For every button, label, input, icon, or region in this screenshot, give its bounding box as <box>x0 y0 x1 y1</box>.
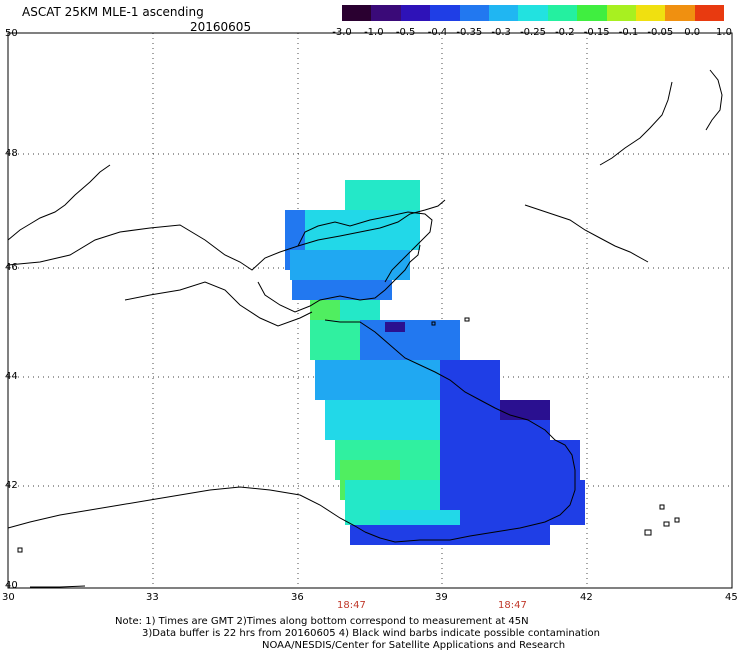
legend-swatch <box>342 5 372 21</box>
coast-east-1 <box>599 81 673 166</box>
lat-label-40: 40 <box>5 580 18 591</box>
legend-swatch <box>430 5 460 21</box>
lon-label-33: 33 <box>146 592 159 603</box>
swath-cell <box>325 400 455 440</box>
lat-label-42: 42 <box>5 480 18 491</box>
lon-label-42: 42 <box>580 592 593 603</box>
footnote-line-3: NOAA/NESDIS/Center for Satellite Applica… <box>262 640 566 651</box>
swath-cell <box>290 250 410 280</box>
footnote-line-2: 3)Data buffer is 22 hrs from 20160605 4)… <box>142 628 600 639</box>
swath-cell <box>385 322 405 332</box>
legend-swatch <box>400 5 431 21</box>
coast-crimea <box>257 244 421 313</box>
lon-label-39: 39 <box>435 592 448 603</box>
legend-swatch <box>547 5 578 21</box>
legend-swatch <box>606 5 636 21</box>
lat-label-50: 50 <box>5 28 18 39</box>
coastline <box>7 69 723 588</box>
coast-azov <box>297 211 433 283</box>
color-legend-bar <box>342 5 725 21</box>
wind-data-swath <box>285 180 585 545</box>
legend-swatch <box>371 5 401 21</box>
swath-cell <box>340 300 380 320</box>
map-date: 20160605 <box>190 20 252 34</box>
map-frame <box>7 32 733 589</box>
legend-swatch <box>518 5 548 21</box>
lon-label-30: 30 <box>2 592 15 603</box>
swath-cell <box>440 480 585 525</box>
pass-time-2: 18:47 <box>498 600 527 611</box>
coast-crimea-south <box>124 281 313 327</box>
coast-north-black-sea <box>7 199 446 271</box>
lon-label-45: 45 <box>725 592 738 603</box>
legend-swatch <box>665 5 695 21</box>
lat-label-44: 44 <box>5 371 18 382</box>
swath-cell <box>345 180 420 210</box>
legend-swatch <box>635 5 666 21</box>
swath-cell <box>350 525 550 545</box>
footnote-line-1: Note: 1) Times are GMT 2)Times along bot… <box>115 616 529 627</box>
lon-label-36: 36 <box>291 592 304 603</box>
coast-west <box>7 164 111 241</box>
swath-cell <box>440 440 580 480</box>
lat-label-46: 46 <box>5 262 18 273</box>
coast-turkey <box>7 486 366 533</box>
lat-label-48: 48 <box>5 148 18 159</box>
coast-caspian <box>705 69 723 131</box>
swath-cell <box>292 280 392 300</box>
lat-lon-grid <box>8 33 732 588</box>
islands <box>17 317 680 553</box>
legend-swatch <box>577 5 607 21</box>
coast-caucasus <box>324 319 576 543</box>
map-title: ASCAT 25KM MLE-1 ascending <box>22 5 204 19</box>
legend-swatch <box>694 5 725 21</box>
coast-bottom <box>30 585 86 588</box>
swath-cell <box>360 320 460 360</box>
legend-swatch <box>459 5 489 21</box>
legend-swatch <box>488 5 519 21</box>
pass-time-1: 18:47 <box>337 600 366 611</box>
swath-cell <box>300 210 420 250</box>
swath-cell <box>500 400 550 420</box>
coast-east-2 <box>524 204 649 263</box>
